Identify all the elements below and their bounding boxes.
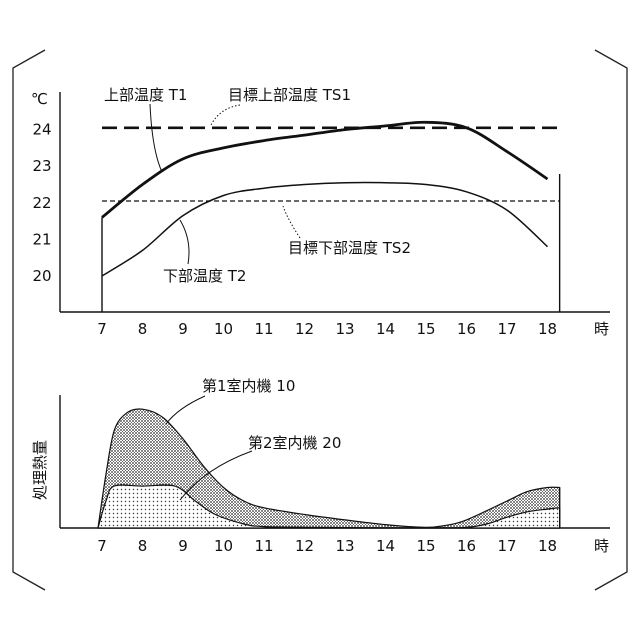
top-x-tick-label: 12 [295,320,314,338]
top-x-tick-label: 18 [538,320,557,338]
top-x-tick-label: 14 [376,320,395,338]
label-t2: 下部温度 T2 [163,267,246,285]
top-x-tick-label: 17 [497,320,516,338]
bottom-x-tick-label: 18 [538,537,557,555]
temperature-chart-marks: 7 8 9 10 11 12 13 14 15 16 17 18 20 21 22 23 24 [32,120,561,338]
label-unit20: 第2室内機 20 [248,434,341,452]
top-x-tick-label: 8 [138,320,148,338]
bottom-x-tick-label: 15 [416,537,435,555]
y-tick-label: 22 [32,194,51,212]
leader-t2 [179,219,190,265]
heat-ylabel: 処理熱量 [31,440,49,500]
temperature-unit-label: ℃ [31,90,48,108]
bottom-x-tick-label: 9 [178,537,188,555]
corner-bracket-top-left [12,49,46,591]
leader-ts2 [282,205,301,239]
top-x-tick-label: 9 [178,320,188,338]
label-t1: 上部温度 T1 [104,86,187,104]
bottom-x-tick-label: 7 [97,537,107,555]
temperature-chart-axes [59,92,610,313]
y-tick-label: 20 [32,267,51,285]
corner-bracket-top-right [594,49,628,591]
bottom-x-unit-label: 時 [594,537,609,555]
area-unit20 [97,484,561,529]
top-x-tick-label: 15 [416,320,435,338]
series-t1-line [101,120,549,219]
top-x-tick-label: 7 [97,320,107,338]
label-ts1: 目標上部温度 TS1 [228,86,351,104]
bottom-x-tick-label: 13 [335,537,354,555]
top-x-tick-label: 11 [254,320,273,338]
bottom-x-tick-label: 11 [254,537,273,555]
bottom-x-tick-label: 12 [295,537,314,555]
label-unit10: 第1室内機 10 [202,377,295,395]
y-tick-label: 23 [32,157,51,175]
top-x-tick-label: 16 [457,320,476,338]
top-x-tick-label: 10 [214,320,233,338]
bottom-x-tick-label: 8 [138,537,148,555]
y-tick-label: 24 [32,121,51,139]
y-tick-label: 21 [32,230,51,248]
top-x-unit-label: 時 [594,320,609,338]
series-t2-line [101,181,549,277]
bottom-x-tick-label: 10 [214,537,233,555]
bottom-x-tick-label: 14 [376,537,395,555]
label-ts2: 目標下部温度 TS2 [288,239,411,257]
leader-ts1 [210,104,241,126]
bottom-x-tick-label: 16 [457,537,476,555]
bottom-x-tick-label: 17 [497,537,516,555]
leader-t1 [149,103,163,173]
heat-chart-marks: 7 8 9 10 11 12 13 14 15 16 17 18 [97,408,561,555]
top-x-tick-label: 13 [335,320,354,338]
area-unit10 [97,408,561,529]
leader-unit10 [165,395,206,425]
leader-unit20 [179,450,253,501]
